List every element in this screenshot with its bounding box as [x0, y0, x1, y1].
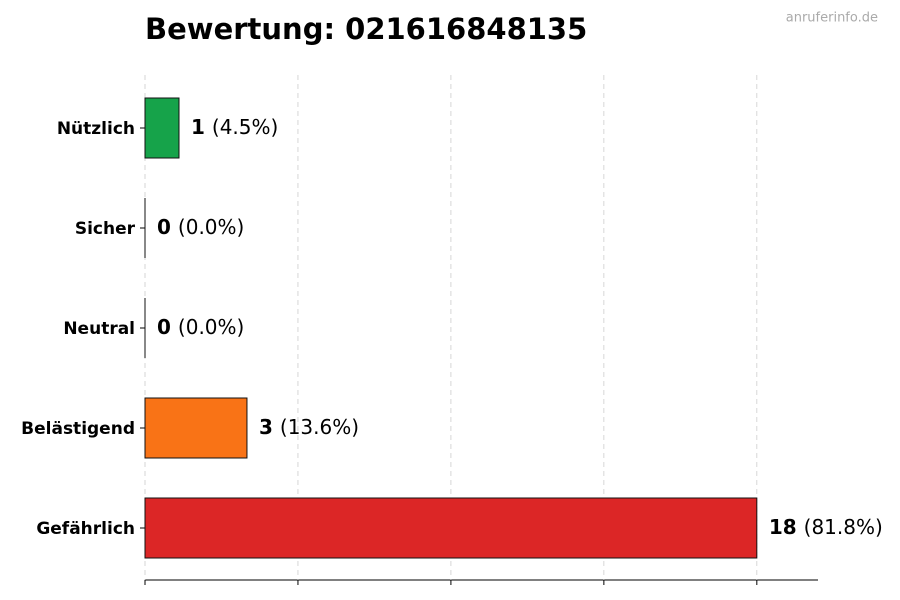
data-value: 18 — [769, 515, 797, 539]
y-tick-label: Neutral — [63, 319, 135, 339]
bar — [144, 397, 248, 459]
bar — [144, 97, 180, 159]
watermark: anruferinfo.de — [786, 11, 878, 26]
y-tick-label: Gefährlich — [36, 519, 135, 539]
data-label: 18 (81.8%) — [769, 515, 883, 539]
bar — [144, 497, 758, 559]
data-label: 1 (4.5%) — [191, 115, 278, 139]
y-tick-label: Belästigend — [21, 419, 135, 439]
data-share: (13.6%) — [280, 415, 359, 439]
data-value: 0 — [157, 215, 171, 239]
data-share: (4.5%) — [212, 115, 278, 139]
data-value: 0 — [157, 315, 171, 339]
y-tick-label: Nützlich — [57, 119, 135, 139]
data-label: 3 (13.6%) — [259, 415, 359, 439]
chart-title: Bewertung: 021616848135 — [145, 12, 587, 46]
data-share: (0.0%) — [178, 315, 244, 339]
data-label: 0 (0.0%) — [157, 315, 244, 339]
data-label: 0 (0.0%) — [157, 215, 244, 239]
data-value: 3 — [259, 415, 273, 439]
data-share: (0.0%) — [178, 215, 244, 239]
y-tick-label: Sicher — [75, 219, 136, 239]
data-value: 1 — [191, 115, 205, 139]
data-share: (81.8%) — [804, 515, 883, 539]
